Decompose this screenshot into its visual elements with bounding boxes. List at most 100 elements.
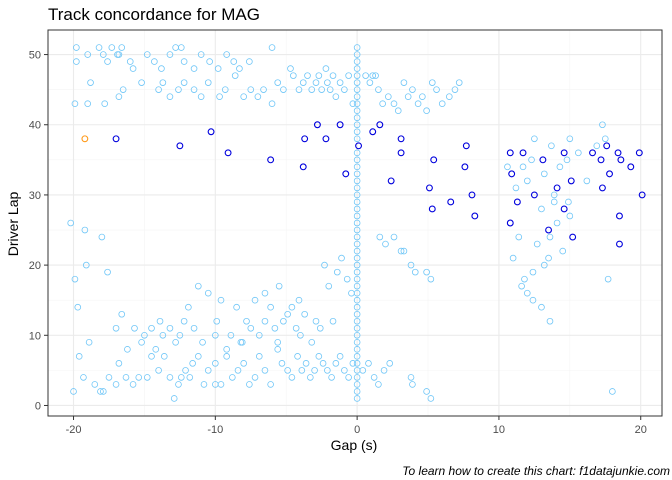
data-point <box>353 339 361 346</box>
data-point <box>548 142 555 150</box>
data-point <box>200 381 208 388</box>
data-point <box>301 135 309 143</box>
data-point <box>353 240 361 248</box>
data-point <box>177 374 185 381</box>
data-point <box>506 219 514 227</box>
data-point <box>299 79 307 86</box>
data-point <box>180 79 188 86</box>
data-point <box>322 65 330 72</box>
axis-ticks: -20 -10 0 10 20 0 10 20 30 40 50 <box>29 50 647 436</box>
data-point <box>190 65 198 72</box>
data-point <box>546 233 554 241</box>
data-point <box>521 275 528 283</box>
y-tick-label: 40 <box>29 120 41 132</box>
data-point <box>375 381 382 388</box>
data-point <box>349 360 357 367</box>
data-point <box>112 135 120 143</box>
data-point <box>251 296 259 304</box>
data-point <box>414 100 422 107</box>
data-point <box>217 296 225 304</box>
data-point <box>366 79 374 86</box>
data-point <box>353 219 361 227</box>
data-point <box>423 107 430 115</box>
x-tick-label: -20 <box>66 424 82 436</box>
data-point <box>400 79 408 86</box>
data-point <box>166 93 174 100</box>
data-point <box>455 79 463 86</box>
data-point <box>353 51 361 58</box>
data-point <box>616 240 623 248</box>
data-point <box>468 191 476 199</box>
data-point <box>315 72 323 79</box>
data-point <box>166 324 174 332</box>
data-point <box>365 360 372 367</box>
data-point <box>313 121 321 129</box>
data-point <box>131 324 138 332</box>
data-point <box>428 205 436 213</box>
data-point <box>569 233 577 241</box>
data-point <box>376 121 384 129</box>
data-point <box>223 346 230 353</box>
data-point <box>240 360 247 367</box>
data-point <box>115 360 123 367</box>
data-point <box>275 282 283 290</box>
data-point <box>336 79 344 86</box>
data-point <box>246 381 253 388</box>
data-point <box>325 282 333 290</box>
data-point <box>533 240 541 248</box>
data-point <box>353 395 361 402</box>
data-point <box>353 149 361 157</box>
data-point <box>304 72 311 79</box>
data-point <box>353 247 361 255</box>
data-point <box>186 374 194 381</box>
data-point <box>523 177 531 185</box>
data-point <box>321 261 328 269</box>
data-point <box>143 51 151 58</box>
data-point <box>104 268 111 276</box>
data-point <box>104 58 111 65</box>
data-point <box>508 170 516 178</box>
data-point <box>278 360 286 367</box>
data-point <box>247 86 255 93</box>
data-point <box>85 339 93 346</box>
data-point <box>550 191 558 199</box>
data-point <box>509 254 517 262</box>
data-point <box>311 367 318 374</box>
data-point <box>175 86 182 93</box>
data-point <box>332 360 340 367</box>
data-point <box>199 339 206 346</box>
data-point <box>175 381 182 388</box>
data-point <box>353 353 361 360</box>
data-point <box>447 198 455 206</box>
data-point <box>204 289 212 297</box>
data-point <box>617 156 625 164</box>
data-point <box>271 324 279 332</box>
data-point <box>545 226 553 234</box>
data-point <box>553 219 561 227</box>
data-point <box>166 51 174 58</box>
data-point <box>280 86 287 93</box>
data-point <box>243 317 250 325</box>
data-point <box>129 381 137 388</box>
data-point <box>288 374 296 381</box>
data-point <box>224 149 232 157</box>
data-point <box>423 388 430 395</box>
data-point <box>172 339 179 346</box>
data-point <box>627 163 635 171</box>
chart-title: Track concordance for MAG <box>48 5 260 24</box>
data-point <box>353 282 361 290</box>
data-point <box>324 79 331 86</box>
data-point <box>214 65 222 72</box>
data-point <box>426 184 433 192</box>
data-point <box>185 303 192 311</box>
data-point <box>298 367 306 374</box>
data-point <box>601 135 609 143</box>
data-point <box>599 121 606 129</box>
data-point <box>565 198 572 206</box>
data-point <box>559 247 567 255</box>
data-point <box>523 289 531 297</box>
data-point <box>471 212 479 220</box>
data-point <box>212 360 219 367</box>
data-point <box>122 374 130 381</box>
